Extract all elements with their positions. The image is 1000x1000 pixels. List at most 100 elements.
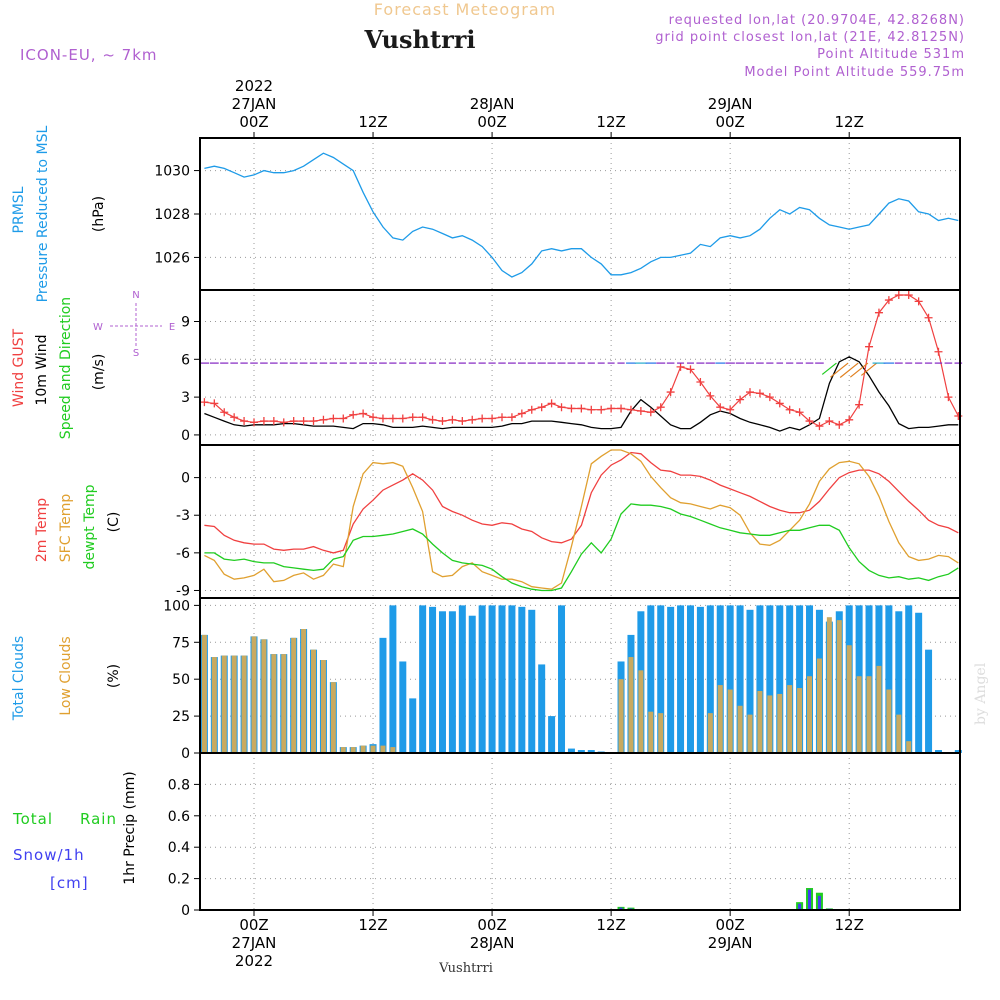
gust-marker: [388, 414, 397, 423]
total-cloud-bar: [438, 611, 446, 753]
total-cloud-bar: [736, 605, 744, 753]
low-cloud-bar: [816, 658, 822, 753]
total-cloud-bar: [488, 605, 496, 753]
wind-direction-arrow: [839, 362, 859, 378]
ytick-label-precip: 0.2: [168, 872, 190, 888]
low-cloud-bar: [251, 636, 257, 753]
gust-marker: [746, 388, 754, 397]
gust-marker: [577, 404, 586, 413]
temperature-frame: [199, 444, 961, 599]
low-cloud-bar: [658, 713, 664, 753]
ytick-label-temperature: 0: [181, 471, 190, 487]
gust-marker: [507, 413, 516, 422]
gust-marker: [269, 417, 278, 426]
total-cloud-bar: [448, 611, 456, 753]
total-cloud-bar: [905, 605, 913, 753]
low-cloud-bar: [301, 629, 307, 753]
low-cloud-bar: [271, 654, 277, 753]
gust-marker: [805, 417, 814, 426]
total-cloud-bar: [577, 750, 585, 753]
gust-marker: [865, 342, 874, 351]
low-cloud-bar: [370, 745, 376, 753]
ytick-label-precip: 0.6: [168, 809, 190, 825]
gust-marker: [448, 415, 457, 424]
low-cloud-bar: [311, 649, 317, 753]
total-cloud-bar: [528, 609, 536, 753]
low-cloud-bar: [846, 645, 852, 753]
wind-label-speed-dir: Speed and Direction: [58, 297, 74, 439]
precip-panel: Total Rain Snow/1h [cm] 1hr Precip (mm): [12, 752, 961, 911]
low-cloud-bar: [320, 660, 326, 753]
temp-label-dewpt: dewpt Temp: [82, 484, 98, 569]
low-cloud-bar: [638, 670, 644, 753]
wind-direction-arrow: [830, 362, 849, 378]
wind-panel: Wind GUST 10m Wind Speed and Direction (…: [11, 289, 961, 446]
ytick-label-pressure: 1026: [154, 250, 190, 266]
gust-marker: [468, 415, 477, 424]
temp-series-1: [204, 449, 959, 590]
gust-marker: [825, 417, 834, 426]
gust-marker: [378, 414, 387, 423]
gust-marker: [200, 398, 209, 407]
data-layer: [199, 152, 963, 911]
gust-marker: [656, 403, 665, 412]
gust-marker: [894, 291, 903, 300]
total-cloud-bar: [766, 605, 774, 753]
low-cloud-bar: [856, 676, 862, 753]
gust-marker: [775, 399, 784, 408]
low-cloud-bar: [836, 620, 842, 753]
gust-marker: [884, 296, 893, 305]
temp-series-0: [204, 451, 959, 554]
page-title: Vushtrri: [364, 25, 476, 54]
low-cloud-bar: [201, 634, 207, 753]
wind-label-unit: (m/s): [91, 354, 107, 391]
ytick-label-temperature: -3: [176, 508, 190, 524]
total-cloud-bar: [567, 748, 575, 753]
precip-snow-bar: [798, 903, 802, 910]
gust-marker: [934, 347, 943, 356]
ytick-label-temperature: -9: [176, 583, 190, 599]
gust-marker: [537, 403, 546, 412]
gust-marker: [458, 417, 467, 426]
bottom-axis-label: 27JAN: [232, 934, 277, 952]
total-cloud-bar: [677, 605, 685, 753]
gust-marker: [488, 414, 497, 423]
gust-marker: [726, 405, 735, 414]
gust-marker: [478, 414, 487, 423]
low-cloud-bar: [826, 617, 832, 753]
clouds-label-unit: (%): [106, 664, 122, 688]
gust-marker: [706, 391, 715, 400]
gust-marker: [230, 413, 239, 422]
total-cloud-bar: [686, 605, 694, 753]
gust-marker: [617, 404, 626, 413]
low-cloud-bar: [807, 676, 813, 753]
total-cloud-bar: [419, 605, 427, 753]
ytick-label-wind: 9: [181, 315, 190, 331]
gust-marker: [418, 413, 427, 422]
pressure-label-prmsl: PRMSL: [11, 186, 27, 233]
low-cloud-bar: [777, 693, 783, 753]
top-axis-label: 00Z: [715, 113, 744, 131]
gust-marker: [904, 291, 913, 300]
precip-frame: [199, 752, 961, 911]
pressure-label-unit: (hPa): [91, 196, 107, 232]
footer-station: Vushtrri: [438, 961, 493, 976]
bottom-axis-label: 00Z: [239, 916, 268, 934]
ytick-label-wind: 6: [181, 352, 190, 368]
ytick-label-pressure: 1030: [154, 164, 190, 180]
total-cloud-bar: [399, 661, 407, 753]
gust-marker: [517, 409, 526, 418]
gust-marker: [835, 420, 844, 429]
gust-marker: [438, 417, 447, 426]
low-cloud-bar: [747, 714, 753, 753]
low-cloud-bar: [390, 747, 396, 753]
precip-snow-bar: [817, 895, 821, 910]
total-cloud-bar: [706, 605, 714, 753]
gust-marker: [339, 414, 348, 423]
total-cloud-bar: [587, 750, 595, 753]
gust-marker: [924, 313, 933, 322]
compass-e: E: [169, 322, 175, 333]
top-axis-label: 12Z: [835, 113, 864, 131]
gust-marker: [428, 415, 437, 424]
